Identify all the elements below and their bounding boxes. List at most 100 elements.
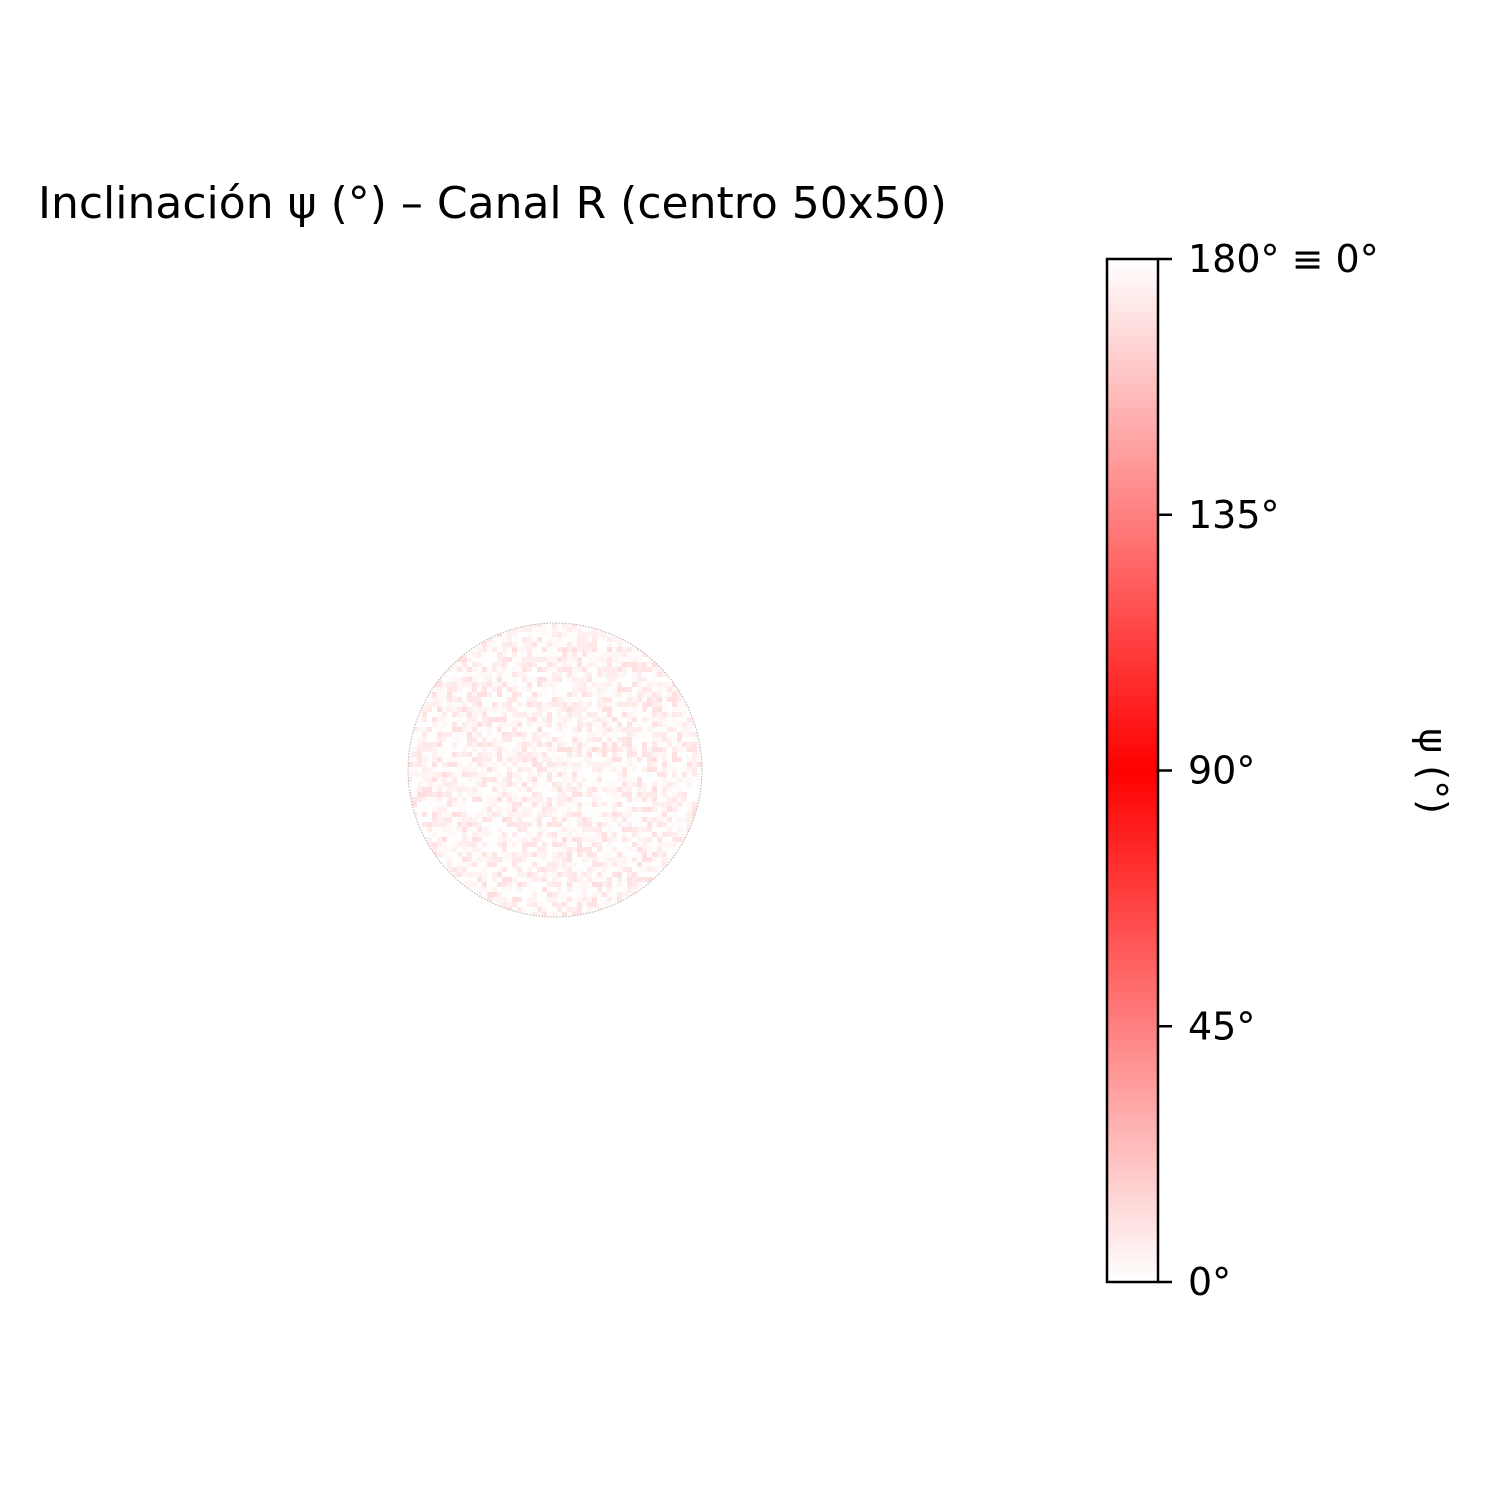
- heatmap-cell: [487, 867, 492, 872]
- heatmap-cell: [408, 787, 412, 792]
- heatmap-cell: [572, 797, 577, 802]
- heatmap-cell: [617, 667, 622, 672]
- heatmap-cell: [597, 792, 602, 797]
- heatmap-cell: [647, 837, 652, 842]
- heatmap-cell: [422, 792, 427, 797]
- heatmap-cell: [497, 757, 502, 762]
- heatmap-cell: [477, 757, 482, 762]
- heatmap-cell: [532, 762, 537, 767]
- heatmap-cell: [482, 722, 487, 727]
- heatmap-cell: [532, 647, 537, 652]
- heatmap-cell: [497, 652, 502, 657]
- heatmap-cell: [497, 792, 502, 797]
- heatmap-cell: [522, 787, 527, 792]
- heatmap-cell: [627, 877, 632, 882]
- heatmap-cell: [432, 767, 437, 772]
- heatmap-cell: [432, 807, 437, 812]
- heatmap-cell: [472, 647, 477, 652]
- heatmap-cell: [607, 822, 612, 827]
- heatmap-cell: [572, 767, 577, 772]
- heatmap-cell: [527, 637, 532, 642]
- heatmap-cell: [692, 802, 697, 807]
- heatmap-cell: [687, 787, 692, 792]
- heatmap-cell: [637, 777, 642, 782]
- heatmap-cell: [492, 782, 497, 787]
- heatmap-cell: [432, 817, 437, 822]
- heatmap-cell: [597, 867, 602, 872]
- heatmap-cell: [692, 782, 697, 787]
- heatmap-cell: [522, 687, 527, 692]
- heatmap-cell: [422, 747, 427, 752]
- heatmap-cell: [652, 817, 657, 822]
- heatmap-cell: [427, 827, 432, 832]
- heatmap-cell: [517, 862, 522, 867]
- heatmap-cell: [592, 672, 597, 677]
- heatmap-cell: [672, 782, 677, 787]
- heatmap-cell: [417, 737, 422, 742]
- heatmap-cell: [567, 652, 572, 657]
- heatmap-cell: [462, 707, 467, 712]
- heatmap-cell: [512, 637, 517, 642]
- heatmap-cell: [417, 762, 422, 767]
- heatmap-cell: [557, 632, 562, 637]
- heatmap-cell: [677, 782, 682, 787]
- heatmap-cell: [467, 707, 472, 712]
- heatmap-cell: [482, 882, 487, 887]
- heatmap-cell: [462, 857, 467, 862]
- heatmap-cell: [467, 747, 472, 752]
- heatmap-cell: [512, 652, 517, 657]
- heatmap-cell: [557, 697, 562, 702]
- heatmap-cell: [587, 757, 592, 762]
- heatmap-cell: [527, 677, 532, 682]
- heatmap-cell: [412, 732, 417, 737]
- heatmap-cell: [577, 682, 582, 687]
- heatmap-cell: [502, 692, 507, 697]
- heatmap-cell: [647, 762, 652, 767]
- heatmap-cell: [637, 677, 642, 682]
- heatmap-cell: [632, 717, 637, 722]
- heatmap-cell: [452, 682, 457, 687]
- heatmap-cell: [557, 842, 562, 847]
- heatmap-cell: [467, 842, 472, 847]
- heatmap-cell: [462, 667, 467, 672]
- heatmap-cell: [432, 827, 437, 832]
- heatmap-cell: [452, 817, 457, 822]
- heatmap-cell: [577, 802, 582, 807]
- heatmap-cell: [652, 722, 657, 727]
- heatmap-cell: [487, 892, 492, 897]
- heatmap-cell: [632, 827, 637, 832]
- heatmap-cell: [408, 747, 412, 752]
- heatmap-cell: [622, 672, 627, 677]
- heatmap-cell: [477, 792, 482, 797]
- heatmap-cell: [642, 757, 647, 762]
- heatmap-cell: [647, 687, 652, 692]
- heatmap-cell: [677, 702, 682, 707]
- disk-edge: [407, 622, 703, 918]
- heatmap-cell: [527, 652, 532, 657]
- heatmap-cell: [507, 797, 512, 802]
- heatmap-cell: [472, 862, 477, 867]
- heatmap-cell: [472, 737, 477, 742]
- heatmap-cell: [642, 787, 647, 792]
- heatmap-cell: [577, 882, 582, 887]
- heatmap-cell: [632, 842, 637, 847]
- heatmap-cell: [662, 697, 667, 702]
- heatmap-cell: [627, 647, 632, 652]
- heatmap-cell: [557, 837, 562, 842]
- heatmap-cell: [452, 692, 457, 697]
- heatmap-cell: [487, 837, 492, 842]
- heatmap-cell: [587, 787, 592, 792]
- heatmap-cell: [522, 742, 527, 747]
- heatmap-cell: [477, 667, 482, 672]
- heatmap-cell: [657, 792, 662, 797]
- heatmap-cell: [527, 852, 532, 857]
- heatmap-cell: [607, 727, 612, 732]
- heatmap-cell: [487, 672, 492, 677]
- heatmap-cell: [597, 667, 602, 672]
- heatmap-cell: [472, 662, 477, 667]
- heatmap-cell: [517, 672, 522, 677]
- heatmap-cell: [617, 882, 622, 887]
- heatmap-cell: [657, 717, 662, 722]
- heatmap-cell: [497, 832, 502, 837]
- heatmap-cell: [417, 752, 422, 757]
